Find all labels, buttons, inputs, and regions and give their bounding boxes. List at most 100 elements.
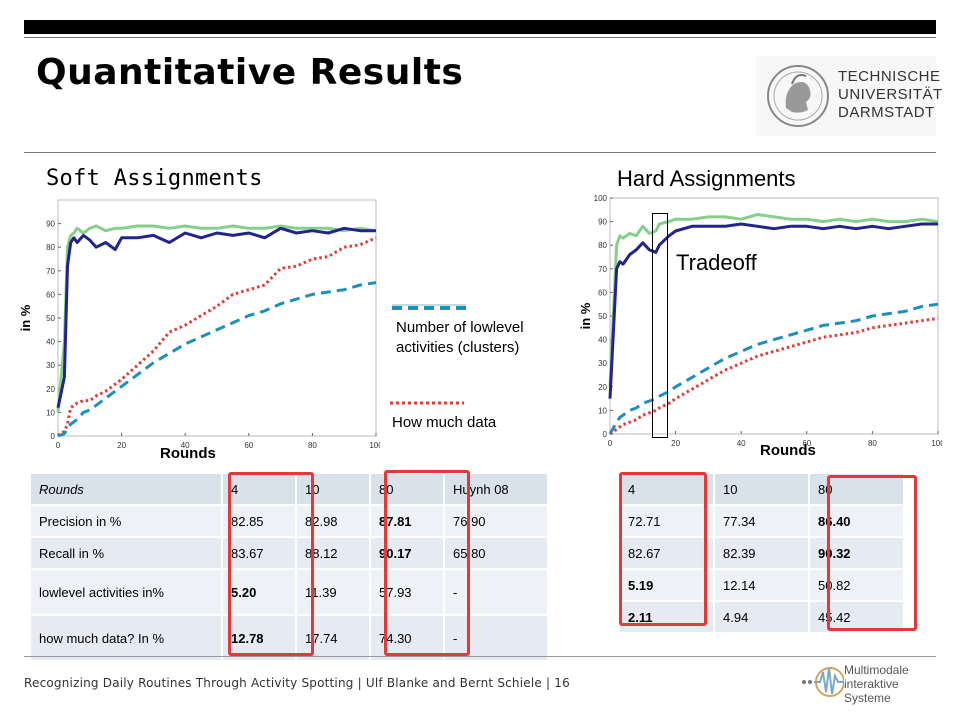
table-cell: 2.11	[620, 602, 713, 632]
table-row: lowlevel activities in% 5.20 11.39 57.93…	[31, 570, 547, 614]
footer-divider	[24, 656, 936, 657]
series-line-navy	[56, 226, 376, 409]
table-cell: how much data? In %	[31, 616, 221, 660]
y-tick-label: 20	[46, 385, 55, 394]
x-tick-label: 60	[802, 439, 811, 448]
x-tick-label: 20	[117, 441, 126, 448]
table-cell: 82.39	[715, 538, 808, 568]
x-tick-label: 20	[671, 439, 680, 448]
table-cell: 5.19	[620, 570, 713, 600]
table-row: 72.71 77.34 86.40	[620, 506, 903, 536]
table-cell: 74.30	[371, 616, 443, 660]
y-tick-label: 90	[46, 220, 55, 229]
hard-x-axis-label: Rounds	[760, 442, 816, 459]
hard-results-table: 4 10 80 72.71 77.34 86.40 82.67 82.39 90…	[618, 472, 905, 634]
table-cell: 45.42	[810, 602, 903, 632]
y-tick-label: 40	[598, 336, 607, 345]
y-tick-label: 50	[598, 312, 607, 321]
table-cell: Precision in %	[31, 506, 221, 536]
x-tick-label: 80	[308, 441, 317, 448]
table-cell: 11.39	[297, 570, 369, 614]
y-tick-label: 30	[46, 361, 55, 370]
table-row: 4 10 80	[620, 474, 903, 504]
data-legend-swatch	[390, 401, 464, 405]
header-divider	[24, 152, 936, 153]
hard-assignments-chart: 0 10 20 30 40 50 60 70 80 90 100 0 20 40 60 80 100 in %	[578, 194, 942, 448]
table-cell: 76.90	[445, 506, 547, 536]
series-line-green	[608, 213, 939, 387]
y-tick-label: 10	[46, 408, 55, 417]
highlight-box-soft-80	[384, 470, 470, 656]
hard-assignments-label: Hard Assignments	[617, 166, 796, 191]
table-cell: lowlevel activities in%	[31, 570, 221, 614]
table-cell: 57.93	[371, 570, 443, 614]
table-cell: 4.94	[715, 602, 808, 632]
soft-assignments-label: Soft Assignments	[46, 166, 263, 191]
table-cell: 4	[620, 474, 713, 504]
multimodale-logo: Multimodale interaktive Systeme	[800, 656, 940, 712]
table-cell: 90.17	[371, 538, 443, 568]
mm-logo-line-2: interaktive	[844, 677, 899, 691]
clusters-legend: Number of lowlevel activities (clusters)	[396, 318, 524, 358]
x-tick-label: 40	[737, 439, 746, 448]
clusters-legend-swatch	[392, 304, 466, 310]
table-row: 2.11 4.94 45.42	[620, 602, 903, 632]
y-tick-label: 80	[598, 241, 607, 250]
x-tick-label: 0	[56, 441, 61, 448]
tradeoff-box	[652, 213, 668, 438]
plot-frame	[57, 199, 377, 437]
table-cell: 77.34	[715, 506, 808, 536]
mm-logo-line-3: Systeme	[844, 691, 891, 705]
y-tick-label: 10	[598, 406, 607, 415]
university-line-2: UNIVERSITÄT	[838, 86, 943, 103]
soft-results-table: Rounds 4 10 80 Huynh 08 Precision in % 8…	[29, 472, 549, 662]
mm-logo-line-1: Multimodale	[844, 663, 909, 677]
table-row: 82.67 82.39 90.32	[620, 538, 903, 568]
x-tick-label: 100	[369, 441, 380, 448]
table-cell: 82.98	[297, 506, 369, 536]
highlight-box-soft-4	[228, 472, 314, 656]
series-line-green	[56, 224, 377, 413]
table-cell: 90.32	[810, 538, 903, 568]
series-line-teal	[57, 281, 377, 438]
footer-text: Recognizing Daily Routines Through Activ…	[24, 676, 570, 690]
series-line-red	[57, 236, 377, 438]
series-line-navy	[608, 222, 938, 399]
table-cell: 5.20	[223, 570, 295, 614]
athena-seal-icon	[767, 65, 829, 127]
table-row: Recall in % 83.67 88.12 90.17 65.80	[31, 538, 547, 568]
table-cell: -	[445, 570, 547, 614]
table-row: 5.19 12.14 50.82	[620, 570, 903, 600]
waveform-icon	[802, 667, 844, 697]
series-line-teal	[608, 302, 939, 435]
series-line-red	[609, 316, 939, 436]
table-cell: 87.81	[371, 506, 443, 536]
table-cell: 4	[223, 474, 295, 504]
top-divider	[24, 37, 936, 38]
y-tick-label: 0	[603, 430, 608, 439]
table-cell: 82.85	[223, 506, 295, 536]
y-axis-label: in %	[18, 304, 33, 331]
x-tick-label: 60	[244, 441, 253, 448]
table-cell: 83.67	[223, 538, 295, 568]
table-cell: Huynh 08	[445, 474, 547, 504]
y-tick-label: 0	[51, 432, 56, 441]
table-row: Precision in % 82.85 82.98 87.81 76.90	[31, 506, 547, 536]
table-cell: 88.12	[297, 538, 369, 568]
x-tick-label: 100	[931, 439, 942, 448]
table-cell: 10	[715, 474, 808, 504]
table-cell: Recall in %	[31, 538, 221, 568]
table-cell: 12.14	[715, 570, 808, 600]
soft-assignments-chart: 0 10 20 30 40 50 60 70 80 90 0 20 40 60 80 100 in %	[18, 199, 380, 448]
y-tick-label: 100	[594, 194, 608, 203]
data-legend: How much data	[392, 414, 497, 431]
y-tick-label: 50	[46, 314, 55, 323]
y-tick-label: 20	[598, 383, 607, 392]
university-line-1: TECHNISCHE	[838, 68, 941, 85]
table-cell: 82.67	[620, 538, 713, 568]
clusters-legend-line-1: Number of lowlevel	[396, 319, 524, 336]
table-cell: 65.80	[445, 538, 547, 568]
table-cell: 12.78	[223, 616, 295, 660]
table-row: how much data? In % 12.78 17.74 74.30 -	[31, 616, 547, 660]
x-tick-label: 40	[181, 441, 190, 448]
